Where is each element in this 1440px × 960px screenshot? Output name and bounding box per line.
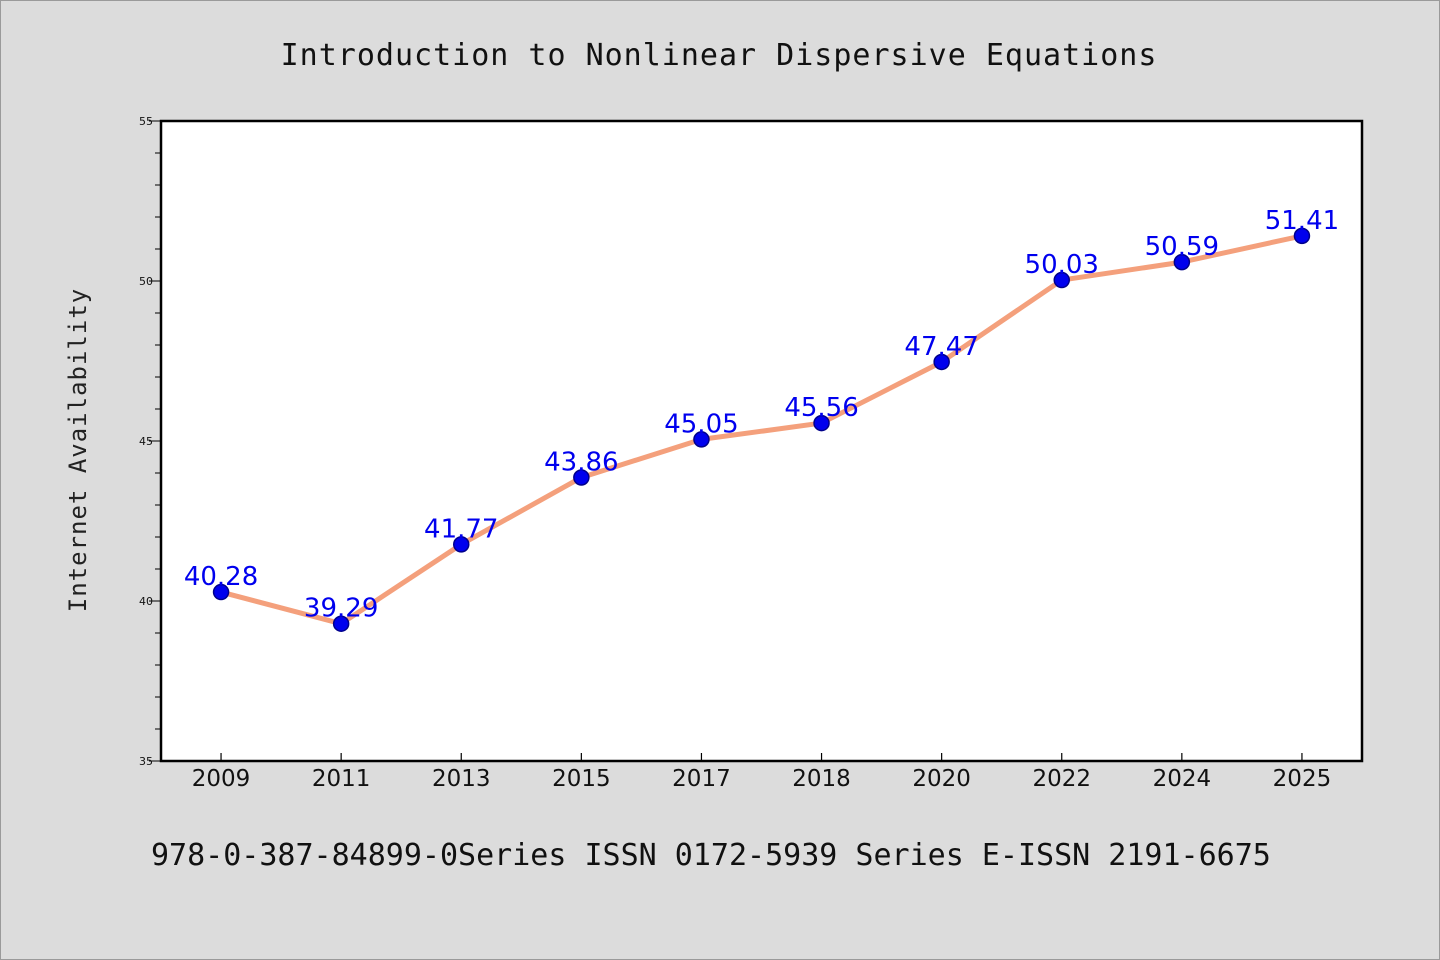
x-tick-label: 2009 [192,766,251,792]
data-point-marker [933,353,950,371]
plot-area [159,119,1364,763]
data-value-label: 47.47 [904,332,978,362]
x-tick-label: 2011 [312,766,371,792]
x-tick-label: 2022 [1032,766,1091,792]
data-value-label: 41.77 [424,514,498,544]
x-tick-label: 2025 [1273,766,1332,792]
x-tick-label: 2018 [792,766,851,792]
x-tick-label: 2015 [552,766,611,792]
y-tick-labels: 35 40 45 50 55 [139,115,153,768]
series-line [218,233,1305,627]
y-tick-label: 50 [139,275,153,288]
y-tick-label: 35 [139,755,153,768]
footer-isbn-text: 978-0-387-84899-0Series ISSN 0172-5939 S… [151,838,1271,873]
x-tick-labels: 2009 2011 2013 2015 2017 2018 2020 2022 2024 2025 [192,766,1331,792]
data-point-marker [1293,227,1311,245]
x-tick-label: 2017 [672,766,731,792]
data-point-marker [1053,271,1070,289]
x-tick-label: 2020 [912,766,971,792]
x-ticks [220,753,1303,761]
data-point-marker [573,469,590,486]
data-value-label: 45.56 [784,393,858,423]
y-tick-label: 40 [139,595,153,608]
data-point-marker [813,414,830,432]
x-tick-label: 2013 [432,766,491,792]
data-point-marker [1173,253,1191,271]
data-value-label: 45.05 [664,409,738,439]
y-axis-label: Internet Availability [64,288,92,612]
data-value-label: 50.59 [1145,232,1219,262]
data-value-label: 39.29 [304,594,378,624]
data-value-label: 43.86 [544,447,618,477]
data-point-marker [693,431,710,448]
data-labels: 40.28 39.29 41.77 43.86 45.05 45.56 47.47 50.03… [184,206,1339,624]
chart-title: Introduction to Nonlinear Dispersive Equ… [281,38,1158,73]
y-tick-label: 45 [139,435,153,448]
data-points [212,227,1311,632]
y-tick-label: 55 [139,115,153,128]
data-value-label: 40.28 [184,562,258,592]
data-value-label: 51.41 [1265,206,1339,236]
data-point-marker [212,583,230,601]
data-point-marker [453,536,470,553]
data-value-label: 50.03 [1025,250,1099,280]
data-point-marker [332,615,350,632]
x-tick-label: 2024 [1153,766,1212,792]
y-major-ticks [149,120,161,762]
